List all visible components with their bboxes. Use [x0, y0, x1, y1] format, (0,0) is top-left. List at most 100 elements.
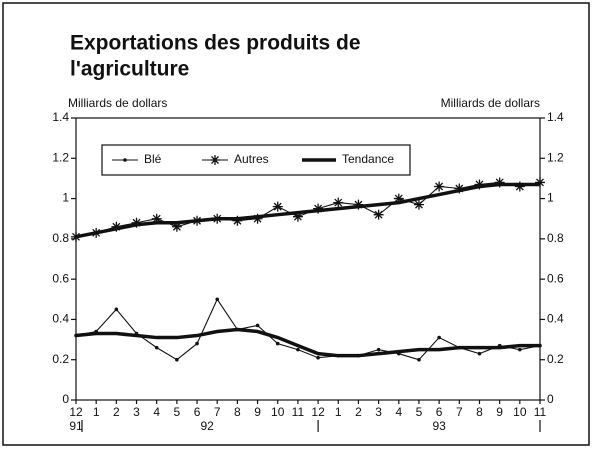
y2-tick-label: 0 [547, 392, 554, 406]
marker [215, 297, 220, 302]
marker [454, 183, 465, 194]
x-tick-label: 10 [513, 405, 527, 419]
x-tick-label: 5 [174, 405, 181, 419]
x-tick-label: 9 [254, 405, 261, 419]
marker [195, 341, 199, 346]
marker [457, 345, 462, 350]
y-tick-label: 0.8 [52, 231, 69, 245]
marker [123, 158, 127, 162]
marker [518, 347, 522, 352]
series-line [75, 298, 541, 361]
marker [74, 333, 78, 338]
marker [175, 357, 179, 362]
marker [494, 177, 505, 188]
y2-tick-label: 0.2 [547, 352, 564, 366]
marker [538, 343, 542, 348]
marker [313, 203, 324, 214]
x-tick-label: 6 [436, 405, 443, 419]
y2-axis-label: Milliards de dollars [441, 96, 540, 110]
x-tick-label: 1 [335, 405, 342, 419]
y-tick-label: 0.6 [52, 271, 69, 285]
x-tick-label: 11 [292, 405, 305, 419]
marker [316, 355, 320, 360]
marker [272, 201, 283, 212]
y2-tick-label: 1.2 [547, 150, 564, 164]
trend-line [75, 327, 540, 358]
marker [91, 227, 102, 238]
x-tick-label: 11 [534, 405, 547, 419]
marker [413, 199, 424, 210]
y-tick-label: 0.4 [52, 312, 69, 326]
marker [94, 329, 98, 334]
y2-tick-label: 0.8 [547, 231, 564, 245]
legend-label: Tendance [342, 152, 394, 166]
marker [114, 307, 119, 312]
marker [111, 221, 122, 232]
series-line [75, 181, 541, 238]
marker [417, 357, 421, 362]
marker [373, 209, 384, 220]
trend-line [75, 182, 540, 239]
y-tick-label: 1 [62, 191, 69, 205]
x-tick-label: 3 [375, 405, 382, 419]
legend-label: Autres [234, 152, 269, 166]
marker [275, 341, 280, 346]
marker [376, 347, 381, 352]
year-label: 92 [200, 419, 214, 433]
marker [212, 213, 223, 224]
y2-tick-label: 1.4 [547, 110, 564, 124]
marker [396, 351, 401, 356]
x-tick-label: 3 [133, 405, 140, 419]
legend [101, 144, 411, 176]
year-label: 91 [69, 419, 83, 433]
marker [535, 177, 545, 188]
marker [437, 335, 441, 340]
x-tick-label: 7 [456, 405, 463, 419]
marker [336, 353, 341, 358]
marker [497, 343, 502, 348]
x-tick-label: 4 [153, 405, 160, 419]
y2-tick-label: 0.4 [547, 312, 564, 326]
x-tick-label: 2 [113, 405, 120, 419]
marker [252, 213, 263, 224]
x-tick-label: 4 [395, 405, 402, 419]
marker [210, 155, 220, 165]
chart-title: Exportations des produits de [70, 32, 361, 55]
marker [393, 193, 404, 204]
x-tick-label: 9 [496, 405, 503, 419]
y-tick-label: 1.4 [52, 110, 69, 124]
marker [356, 353, 361, 358]
legend-label: Blé [144, 152, 162, 166]
marker [131, 217, 142, 228]
x-tick-label: 10 [271, 405, 285, 419]
x-tick-label: 8 [476, 405, 483, 419]
marker [235, 327, 240, 332]
x-tick-label: 5 [416, 405, 423, 419]
y2-tick-label: 0.6 [547, 271, 564, 285]
x-tick-label: 8 [234, 405, 241, 419]
x-tick-label: 6 [194, 405, 201, 419]
marker [296, 347, 300, 352]
x-tick-label: 12 [311, 405, 325, 419]
y-tick-label: 1.2 [52, 150, 69, 164]
x-tick-label: 1 [93, 405, 100, 419]
marker [434, 181, 445, 192]
plot-area [75, 117, 541, 401]
marker [292, 211, 303, 222]
marker [151, 213, 162, 224]
marker [154, 345, 159, 350]
y-tick-label: 0 [62, 392, 69, 406]
marker [192, 215, 203, 226]
marker [255, 323, 260, 328]
marker [474, 179, 485, 190]
year-label: 93 [432, 419, 446, 433]
chart-title: l'agriculture [70, 58, 189, 81]
marker [134, 331, 139, 336]
y-tick-label: 0.2 [52, 352, 69, 366]
y2-tick-label: 1 [547, 191, 554, 205]
y-axis-label: Milliards de dollars [68, 96, 167, 110]
marker [71, 231, 81, 242]
marker [232, 215, 243, 226]
marker [514, 181, 525, 192]
